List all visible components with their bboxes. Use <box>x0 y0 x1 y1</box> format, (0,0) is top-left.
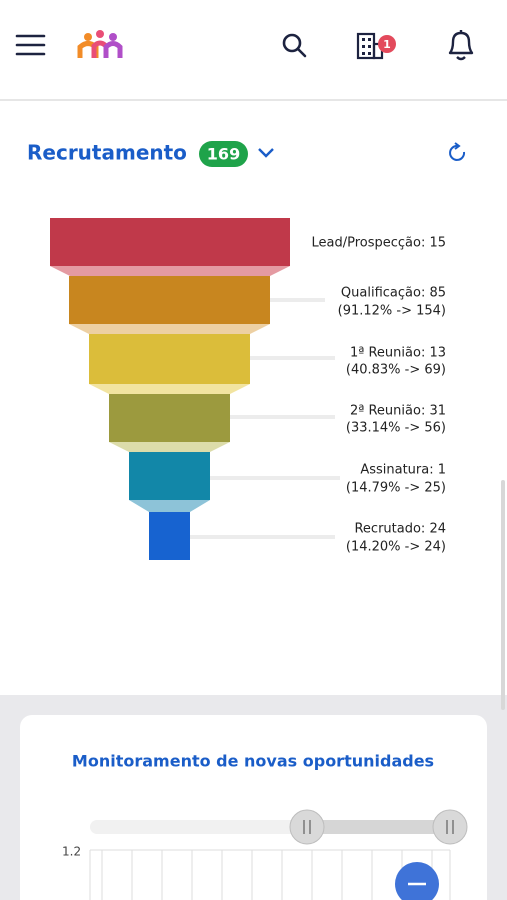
funnel-stage[interactable] <box>50 218 290 266</box>
scrollbar <box>501 480 505 710</box>
funnel-neck <box>89 384 250 394</box>
funnel-stage[interactable] <box>129 452 210 500</box>
notification-badge <box>378 35 396 53</box>
funnel-neck <box>69 324 270 334</box>
count: 169 <box>207 145 240 164</box>
range-slider[interactable] <box>90 809 468 845</box>
dropdown-toggle[interactable] <box>258 148 274 158</box>
funnel-stage[interactable] <box>149 512 190 560</box>
stage-label: 2ª Reunião: 31 <box>350 404 446 419</box>
stage-detail: (33.14% -> 56) <box>346 421 446 436</box>
zoom-out-button[interactable] <box>395 862 439 900</box>
section-title: Recrutamento <box>27 141 187 165</box>
count-pill <box>199 141 248 167</box>
stage-detail: (14.20% -> 24) <box>346 540 446 555</box>
stage-label: Recrutado: 24 <box>354 522 446 537</box>
funnel-neck <box>109 442 230 452</box>
badge-count: 1 <box>383 38 391 51</box>
logo[interactable] <box>77 30 123 58</box>
funnel <box>50 218 340 560</box>
stage-label: 1ª Reunião: 13 <box>350 346 446 361</box>
card <box>20 715 487 900</box>
funnel-stage[interactable] <box>69 276 270 324</box>
funnel-neck <box>50 266 290 276</box>
stage-detail: (14.79% -> 25) <box>346 481 446 496</box>
notifications-button[interactable] <box>448 30 474 61</box>
search-button[interactable] <box>282 33 307 58</box>
company-button[interactable]: 1 <box>356 32 396 60</box>
funnel-stage[interactable] <box>109 394 230 442</box>
funnel-labels: Lead/Prospecção: 15 Qualificação: 85 (91… <box>311 236 446 555</box>
funnel-neck <box>129 500 210 512</box>
stage-detail: (91.12% -> 154) <box>338 304 446 319</box>
y-axis-label: 1.2 <box>62 845 81 859</box>
stage-detail: (40.83% -> 69) <box>346 363 446 378</box>
stage-label: Assinatura: 1 <box>360 463 446 478</box>
card-title: Monitoramento de novas oportunidades <box>72 752 434 771</box>
stage-label: Lead/Prospecção: 15 <box>311 236 446 251</box>
app-bar <box>0 0 507 100</box>
funnel-stage[interactable] <box>89 334 250 384</box>
slider-selection <box>307 820 450 834</box>
menu-button[interactable] <box>15 34 46 56</box>
slider-handle[interactable] <box>289 809 325 845</box>
refresh-button[interactable] <box>449 142 466 161</box>
stage-label: Qualificação: 85 <box>341 286 446 301</box>
slider-handle[interactable] <box>432 809 468 845</box>
